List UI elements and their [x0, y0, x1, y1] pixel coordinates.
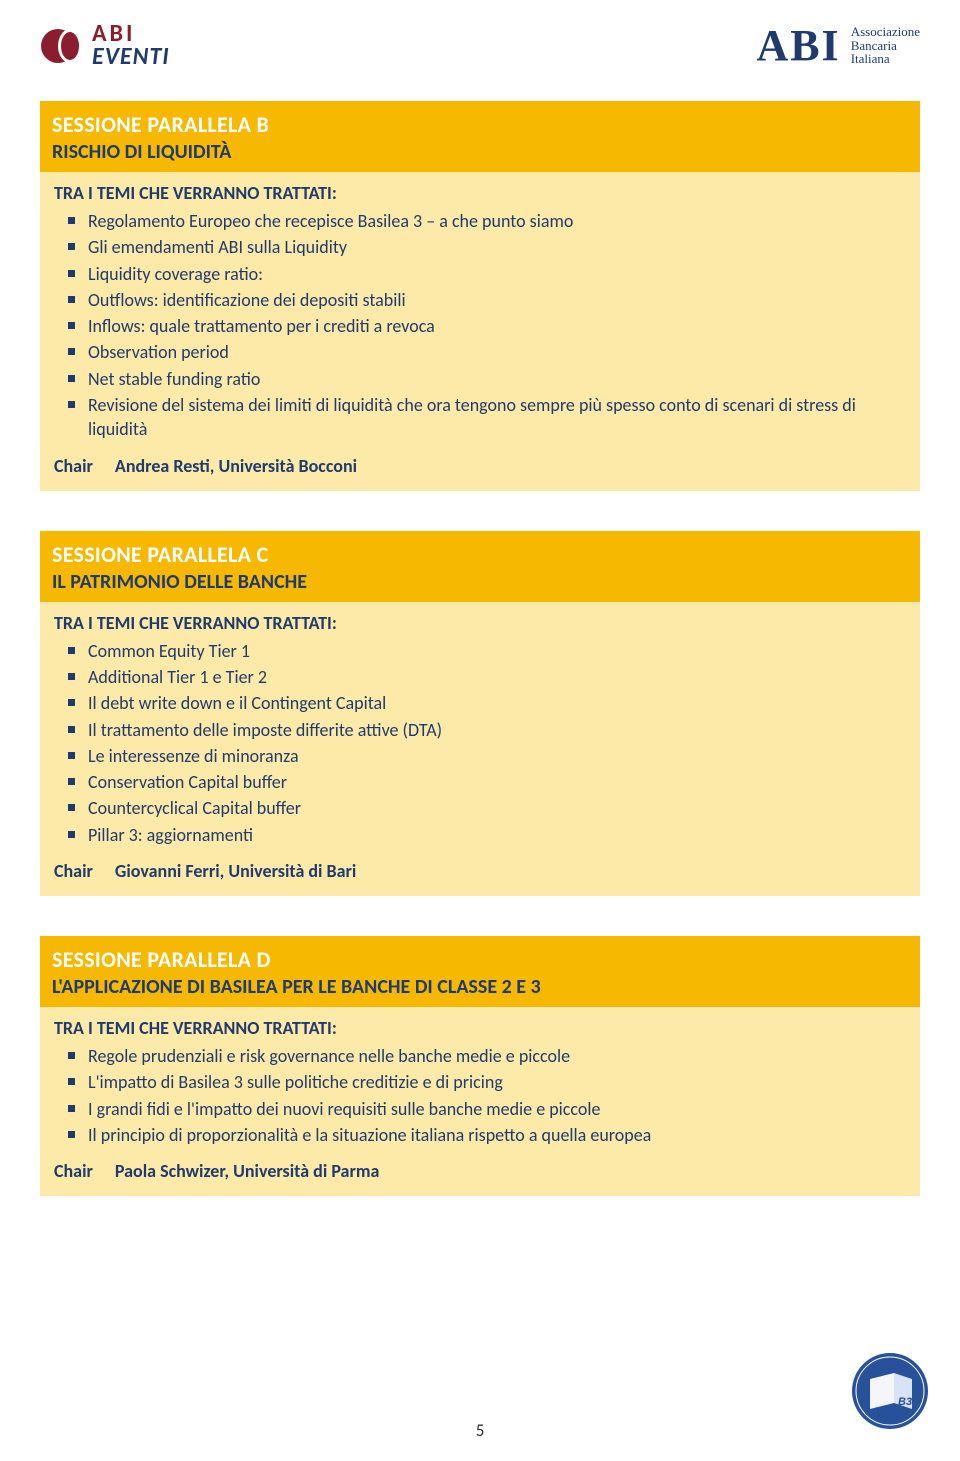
logo-abi-eventi-text: ABI EVENTI: [92, 23, 170, 69]
badge-label-text: B3: [898, 1396, 912, 1408]
chair-name: Giovanni Ferri, Università di Bari: [115, 860, 356, 882]
page-number: 5: [476, 1420, 485, 1441]
topic-item: Countercyclical Capital buffer: [88, 795, 906, 821]
topic-item: Additional Tier 1 e Tier 2: [88, 664, 906, 690]
topics-list: Regole prudenziali e risk governance nel…: [54, 1043, 906, 1148]
chair-row: Chair Andrea Resti, Università Bocconi: [54, 455, 906, 477]
topic-item: Gli emendamenti ABI sulla Liquidity: [88, 234, 906, 260]
chair-row: Chair Giovanni Ferri, Università di Bari: [54, 860, 906, 882]
topic-item: I grandi fidi e l'impatto dei nuovi requ…: [88, 1096, 906, 1122]
session-body: TRA I TEMI CHE VERRANNO TRATTATI: Common …: [40, 602, 920, 896]
topic-item: Common Equity Tier 1: [88, 638, 906, 664]
session-subtitle: IL PATRIMONIO DELLE BANCHE: [52, 570, 908, 594]
topic-item: Revisione del sistema dei limiti di liqu…: [88, 392, 906, 443]
logo-abi: ABI Associazione Bancaria Italiana: [756, 20, 920, 71]
abi-tagline: Associazione Bancaria Italiana: [851, 25, 920, 66]
session-title: SESSIONE PARALLELA C: [52, 541, 908, 568]
topic-item: Il trattamento delle imposte differite a…: [88, 717, 906, 743]
topic-item: Inflows: quale trattamento per i crediti…: [88, 313, 906, 339]
chair-name: Paola Schwizer, Università di Parma: [115, 1160, 379, 1182]
topics-heading: TRA I TEMI CHE VERRANNO TRATTATI:: [54, 182, 906, 204]
topic-item: Regole prudenziali e risk governance nel…: [88, 1043, 906, 1069]
tag-line3: Italiana: [851, 52, 920, 66]
session-title: SESSIONE PARALLELA B: [52, 111, 908, 138]
page-header: ABI EVENTI ABI Associazione Bancaria Ita…: [40, 20, 920, 71]
abi-brand-text: ABI: [756, 20, 840, 71]
session-title: SESSIONE PARALLELA D: [52, 946, 908, 973]
topics-list: Regolamento Europeo che recepisce Basile…: [54, 208, 906, 443]
chair-name: Andrea Resti, Università Bocconi: [115, 455, 357, 477]
sessions-container: SESSIONE PARALLELA BRISCHIO DI LIQUIDITÀ…: [40, 101, 920, 1196]
topic-item: Pillar 3: aggiornamenti: [88, 822, 906, 848]
topic-item: Liquidity coverage ratio:: [88, 261, 906, 287]
session-block: SESSIONE PARALLELA DL'APPLICAZIONE DI BA…: [40, 936, 920, 1196]
topic-item: Outflows: identificazione dei depositi s…: [88, 287, 906, 313]
chair-label: Chair: [54, 860, 93, 882]
session-block: SESSIONE PARALLELA BRISCHIO DI LIQUIDITÀ…: [40, 101, 920, 491]
session-subtitle: RISCHIO DI LIQUIDITÀ: [52, 140, 908, 164]
topic-item: Conservation Capital buffer: [88, 769, 906, 795]
topic-item: Regolamento Europeo che recepisce Basile…: [88, 208, 906, 234]
session-head: SESSIONE PARALLELA DL'APPLICAZIONE DI BA…: [40, 936, 920, 1007]
chair-row: Chair Paola Schwizer, Università di Parma: [54, 1160, 906, 1182]
topics-list: Common Equity Tier 1Additional Tier 1 e …: [54, 638, 906, 848]
session-head: SESSIONE PARALLELA BRISCHIO DI LIQUIDITÀ: [40, 101, 920, 172]
topic-item: Le interessenze di minoranza: [88, 743, 906, 769]
session-subtitle: L'APPLICAZIONE DI BASILEA PER LE BANCHE …: [52, 975, 908, 999]
logo-line2: EVENTI: [92, 46, 170, 69]
session-head: SESSIONE PARALLELA CIL PATRIMONIO DELLE …: [40, 531, 920, 602]
chair-label: Chair: [54, 1160, 93, 1182]
tag-line2: Bancaria: [851, 39, 920, 53]
topics-heading: TRA I TEMI CHE VERRANNO TRATTATI:: [54, 1017, 906, 1039]
logo-abi-eventi: ABI EVENTI: [40, 23, 170, 69]
session-body: TRA I TEMI CHE VERRANNO TRATTATI: Regole …: [40, 1007, 920, 1196]
topics-heading: TRA I TEMI CHE VERRANNO TRATTATI:: [54, 612, 906, 634]
abi-eventi-mark-icon: [40, 24, 84, 68]
topic-item: Net stable funding ratio: [88, 366, 906, 392]
topic-item: Il principio di proporzionalità e la sit…: [88, 1122, 906, 1148]
topic-item: Observation period: [88, 339, 906, 365]
topic-item: Il debt write down e il Contingent Capit…: [88, 690, 906, 716]
topic-item: L'impatto di Basilea 3 sulle politiche c…: [88, 1069, 906, 1095]
session-body: TRA I TEMI CHE VERRANNO TRATTATI: Regolam…: [40, 172, 920, 491]
session-block: SESSIONE PARALLELA CIL PATRIMONIO DELLE …: [40, 531, 920, 896]
tag-line1: Associazione: [851, 25, 920, 39]
chair-label: Chair: [54, 455, 93, 477]
basilea-badge-icon: B3: [850, 1351, 930, 1431]
